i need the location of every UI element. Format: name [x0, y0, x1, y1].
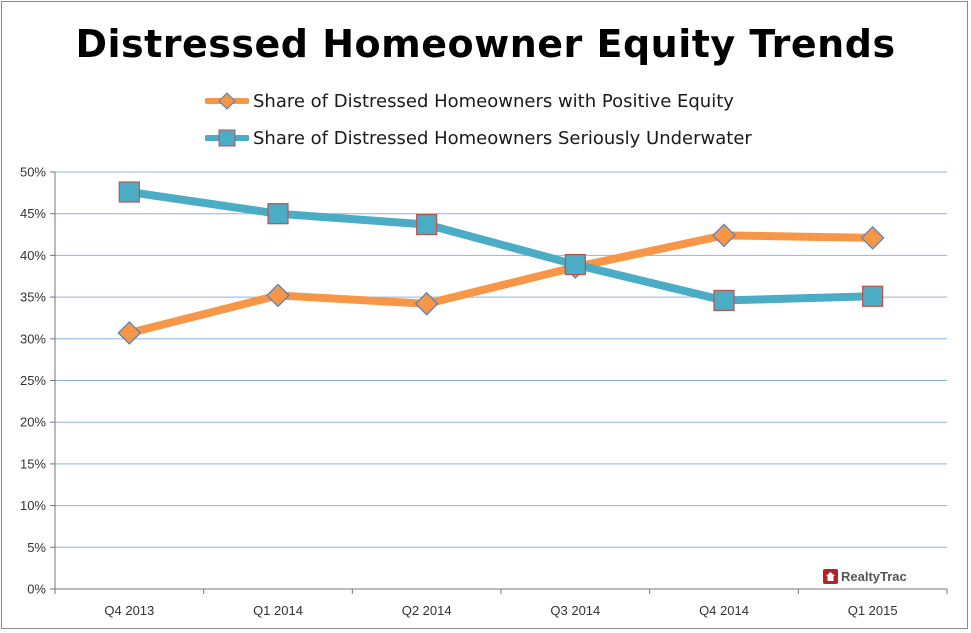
series-line-1	[125, 188, 877, 305]
square-marker	[713, 289, 735, 312]
y-tick-label: 45%	[20, 206, 46, 221]
square-marker	[564, 253, 586, 276]
diamond-marker	[117, 321, 142, 345]
x-tick-label: Q4 2014	[699, 603, 749, 618]
y-tick-label: 50%	[20, 165, 46, 180]
legend-label-positive-equity: Share of Distressed Homeowners with Posi…	[253, 90, 734, 112]
x-tick-label: Q3 2014	[550, 603, 600, 618]
house-icon	[823, 569, 838, 584]
y-tick-label: 30%	[20, 331, 46, 346]
chart-title: Distressed Homeowner Equity Trends	[75, 22, 896, 66]
x-tick-label: Q4 2013	[104, 603, 154, 618]
y-tick-label: 10%	[20, 498, 46, 513]
brand-name: RealtyTrac	[841, 569, 907, 584]
square-marker	[267, 203, 289, 225]
legend-diamond-marker-icon	[205, 92, 249, 110]
y-tick-label: 5%	[27, 540, 46, 555]
diamond-marker	[860, 226, 885, 250]
x-tick-label: Q2 2014	[402, 603, 452, 618]
y-tick-label: 15%	[20, 456, 46, 471]
legend-item-positive-equity: Share of Distressed Homeowners with Posi…	[205, 89, 734, 113]
square-marker	[416, 213, 438, 236]
legend-label-seriously-underwater: Share of Distressed Homeowners Seriously…	[253, 127, 752, 149]
diamond-marker	[414, 291, 439, 316]
y-tick-label: 0%	[27, 582, 46, 597]
y-tick-label: 40%	[20, 248, 46, 263]
square-marker	[118, 181, 140, 203]
square-marker	[862, 285, 884, 307]
legend-square-marker-icon	[205, 129, 249, 147]
realtytrac-logo: RealtyTrac	[823, 569, 907, 584]
diamond-marker	[266, 283, 290, 308]
y-tick-label: 25%	[20, 373, 46, 388]
series-line-0	[125, 231, 877, 337]
x-tick-label: Q1 2014	[253, 603, 303, 618]
x-tick-label: Q1 2015	[848, 603, 898, 618]
y-tick-label: 35%	[20, 290, 46, 305]
legend-item-seriously-underwater: Share of Distressed Homeowners Seriously…	[205, 126, 752, 150]
diamond-marker	[712, 223, 736, 248]
y-tick-label: 20%	[20, 415, 46, 430]
